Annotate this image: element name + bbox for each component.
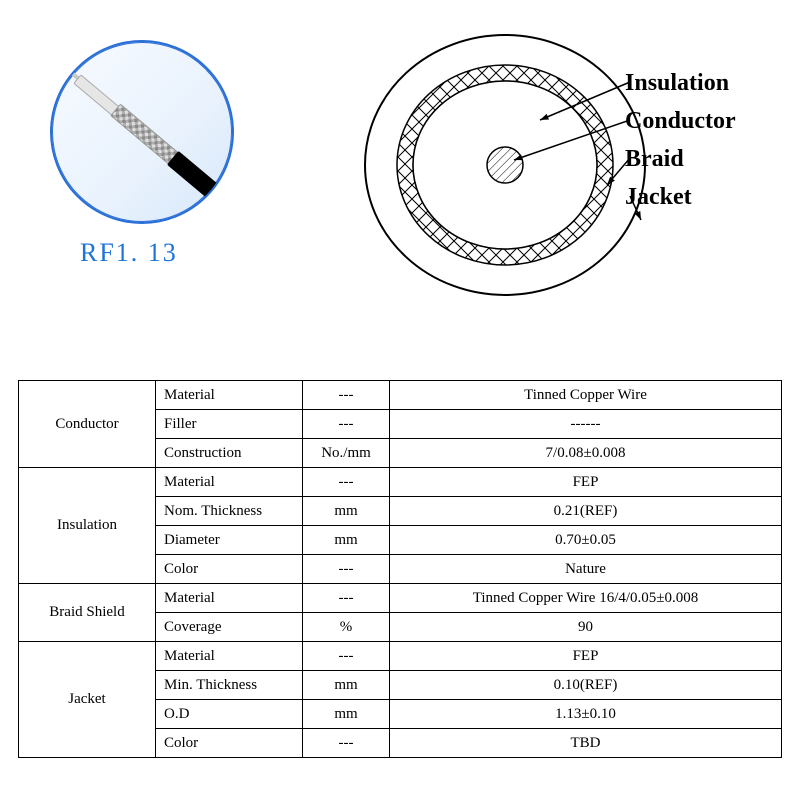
table-row: ConductorMaterial---Tinned Copper Wire: [19, 381, 782, 410]
value-cell: TBD: [390, 729, 782, 758]
param-cell: Coverage: [156, 613, 303, 642]
param-cell: Construction: [156, 439, 303, 468]
product-photo: [50, 40, 234, 224]
value-cell: 7/0.08±0.008: [390, 439, 782, 468]
group-header: Conductor: [19, 381, 156, 468]
unit-cell: ---: [303, 468, 390, 497]
unit-cell: No./mm: [303, 439, 390, 468]
top-section: RF1. 13 Insulation Conductor Braid Jacke…: [0, 0, 800, 340]
spec-table-wrap: ConductorMaterial---Tinned Copper WireFi…: [18, 380, 782, 758]
value-cell: Nature: [390, 555, 782, 584]
unit-cell: ---: [303, 729, 390, 758]
value-cell: ------: [390, 410, 782, 439]
param-cell: Nom. Thickness: [156, 497, 303, 526]
cable-braid: [110, 103, 182, 167]
cable-jacket: [167, 151, 234, 224]
value-cell: Tinned Copper Wire: [390, 381, 782, 410]
param-cell: Material: [156, 584, 303, 613]
unit-cell: ---: [303, 584, 390, 613]
value-cell: 0.70±0.05: [390, 526, 782, 555]
unit-cell: mm: [303, 671, 390, 700]
value-cell: Tinned Copper Wire 16/4/0.05±0.008: [390, 584, 782, 613]
table-row: InsulationMaterial---FEP: [19, 468, 782, 497]
param-cell: O.D: [156, 700, 303, 729]
param-cell: Color: [156, 555, 303, 584]
param-cell: Material: [156, 381, 303, 410]
page-root: RF1. 13 Insulation Conductor Braid Jacke…: [0, 0, 800, 800]
unit-cell: mm: [303, 700, 390, 729]
value-cell: 0.10(REF): [390, 671, 782, 700]
value-cell: 1.13±0.10: [390, 700, 782, 729]
product-label: RF1. 13: [80, 238, 178, 268]
param-cell: Min. Thickness: [156, 671, 303, 700]
group-header: Insulation: [19, 468, 156, 584]
param-cell: Color: [156, 729, 303, 758]
param-cell: Diameter: [156, 526, 303, 555]
unit-cell: %: [303, 613, 390, 642]
param-cell: Material: [156, 468, 303, 497]
group-header: Braid Shield: [19, 584, 156, 642]
cable-illustration: [50, 40, 234, 224]
unit-cell: ---: [303, 555, 390, 584]
value-cell: 90: [390, 613, 782, 642]
table-row: Braid ShieldMaterial---Tinned Copper Wir…: [19, 584, 782, 613]
cross-section-diagram: [335, 10, 665, 320]
cable-conductor: [50, 44, 82, 82]
spec-table: ConductorMaterial---Tinned Copper WireFi…: [18, 380, 782, 758]
value-cell: FEP: [390, 468, 782, 497]
param-cell: Filler: [156, 410, 303, 439]
value-cell: 0.21(REF): [390, 497, 782, 526]
group-header: Jacket: [19, 642, 156, 758]
unit-cell: mm: [303, 526, 390, 555]
param-cell: Material: [156, 642, 303, 671]
unit-cell: ---: [303, 381, 390, 410]
unit-cell: ---: [303, 410, 390, 439]
label-insulation: Insulation: [625, 70, 729, 97]
unit-cell: mm: [303, 497, 390, 526]
unit-cell: ---: [303, 642, 390, 671]
value-cell: FEP: [390, 642, 782, 671]
label-braid: Braid: [625, 146, 684, 173]
table-row: JacketMaterial---FEP: [19, 642, 782, 671]
label-conductor: Conductor: [625, 108, 736, 135]
label-jacket: Jacket: [625, 184, 692, 211]
